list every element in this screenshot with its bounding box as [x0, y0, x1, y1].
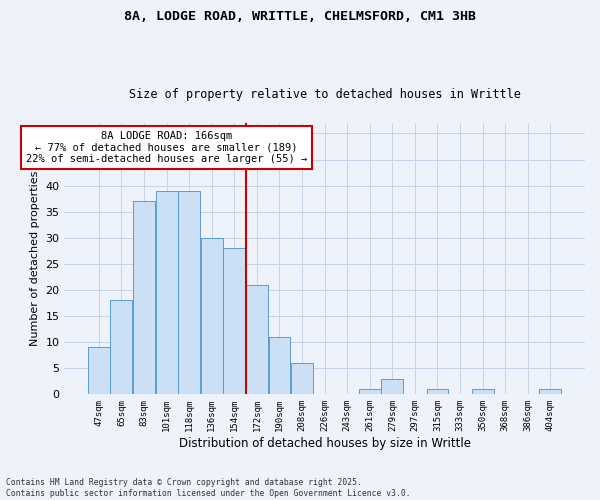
- Text: 8A LODGE ROAD: 166sqm
← 77% of detached houses are smaller (189)
22% of semi-det: 8A LODGE ROAD: 166sqm ← 77% of detached …: [26, 131, 307, 164]
- Text: Contains HM Land Registry data © Crown copyright and database right 2025.
Contai: Contains HM Land Registry data © Crown c…: [6, 478, 410, 498]
- Bar: [359, 389, 381, 394]
- Y-axis label: Number of detached properties: Number of detached properties: [29, 171, 40, 346]
- Bar: [133, 202, 155, 394]
- Bar: [472, 389, 494, 394]
- Bar: [201, 238, 223, 394]
- Bar: [88, 348, 110, 395]
- Title: Size of property relative to detached houses in Writtle: Size of property relative to detached ho…: [128, 88, 521, 101]
- Bar: [539, 389, 562, 394]
- Bar: [155, 191, 178, 394]
- Bar: [246, 285, 268, 395]
- Bar: [382, 378, 403, 394]
- X-axis label: Distribution of detached houses by size in Writtle: Distribution of detached houses by size …: [179, 437, 470, 450]
- Bar: [178, 191, 200, 394]
- Bar: [291, 363, 313, 394]
- Bar: [223, 248, 245, 394]
- Bar: [110, 300, 133, 394]
- Text: 8A, LODGE ROAD, WRITTLE, CHELMSFORD, CM1 3HB: 8A, LODGE ROAD, WRITTLE, CHELMSFORD, CM1…: [124, 10, 476, 23]
- Bar: [269, 337, 290, 394]
- Bar: [427, 389, 448, 394]
